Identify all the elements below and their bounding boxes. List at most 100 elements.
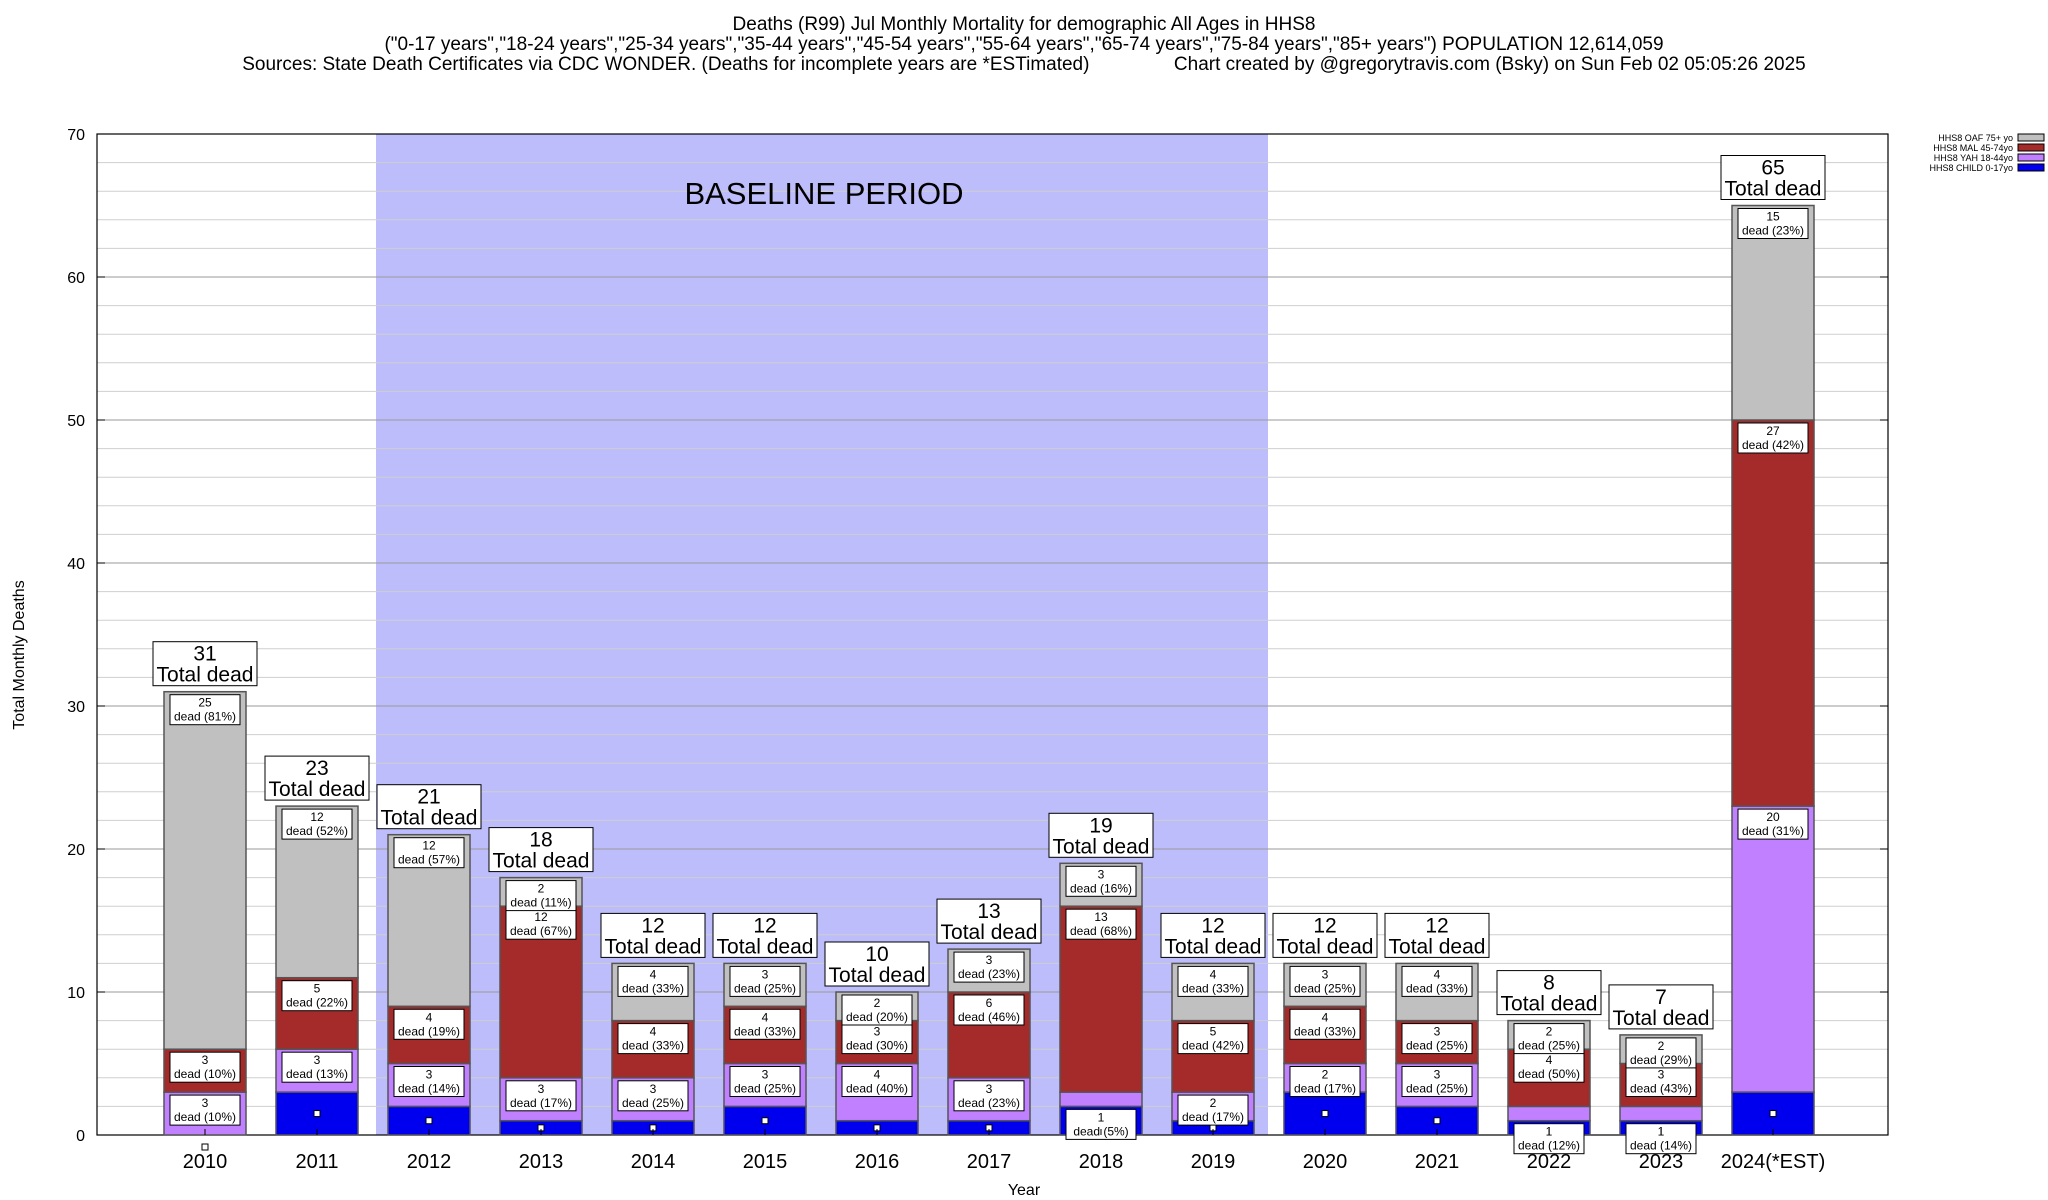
legend-label: HHS8 OAF 75+ yo bbox=[1938, 133, 2013, 143]
segment-label-pct: dead (23%) bbox=[958, 967, 1020, 981]
total-label-box bbox=[152, 641, 258, 687]
total-value-label: 65 bbox=[1761, 157, 1784, 180]
x-axis-title: Year bbox=[1007, 1182, 1041, 1199]
total-label-box bbox=[1160, 912, 1266, 958]
segment-label-pct: dead (33%) bbox=[734, 1024, 796, 1038]
total-label-box bbox=[1496, 970, 1602, 1016]
segment-label-box bbox=[1625, 1037, 1697, 1069]
segment-label-box bbox=[281, 980, 353, 1012]
segment-label-pct: dead (33%) bbox=[1294, 1024, 1356, 1038]
segment-label-box bbox=[841, 1066, 913, 1097]
total-value-label: 21 bbox=[417, 786, 440, 809]
segment-label-count: 3 bbox=[986, 1082, 993, 1096]
segment-label-count: 25 bbox=[198, 696, 212, 710]
segment-label-pct: dead (25%) bbox=[1406, 1082, 1468, 1096]
segment-label-count: 12 bbox=[310, 810, 324, 824]
bar-segment bbox=[1619, 1105, 1703, 1122]
segment-label-pct: dead (33%) bbox=[1182, 981, 1244, 995]
segment-label-count: 4 bbox=[874, 1068, 881, 1082]
total-suffix-label: Total dead bbox=[1613, 1007, 1710, 1030]
total-suffix-label: Total dead bbox=[941, 921, 1038, 944]
segment-label-pct: dead (23%) bbox=[1742, 224, 1804, 238]
segment-label-pct: dead (11%) bbox=[510, 896, 571, 910]
segment-label-pct: dead (67%) bbox=[510, 924, 572, 938]
segment-label-box bbox=[393, 837, 465, 869]
segment-label-count: 3 bbox=[874, 1025, 881, 1039]
total-value-label: 12 bbox=[1313, 914, 1336, 937]
x-tick-label: 2023 bbox=[1639, 1151, 1684, 1173]
segment-label-pct: dead (25%) bbox=[622, 1096, 684, 1110]
total-label-box bbox=[712, 912, 818, 958]
total-suffix-label: Total dead bbox=[1725, 178, 1822, 201]
x-tick-label: 2018 bbox=[1079, 1151, 1124, 1173]
segment-label-count: 5 bbox=[1210, 1025, 1217, 1039]
segment-label-count: 3 bbox=[538, 1082, 545, 1096]
total-suffix-label: Total dead bbox=[493, 850, 590, 873]
segment-label-box bbox=[1177, 965, 1249, 997]
segment-label-count: 4 bbox=[650, 1025, 657, 1039]
segment-label-box bbox=[953, 1080, 1025, 1112]
segment-label-count: 3 bbox=[1434, 1025, 1441, 1039]
segment-label-box bbox=[1401, 965, 1473, 997]
segment-label-pct: dead (46%) bbox=[958, 1010, 1020, 1024]
segment-label-count: 3 bbox=[314, 1053, 321, 1067]
segment-label-pct: dead (23%) bbox=[958, 1096, 1020, 1110]
x-tick-label: 2011 bbox=[295, 1151, 338, 1173]
x-tick-label: 2010 bbox=[183, 1151, 228, 1173]
segment-label-box bbox=[1401, 1023, 1473, 1055]
segment-label-count: 2 bbox=[1210, 1096, 1217, 1110]
segment-label-pct: dead (17%) bbox=[1294, 1082, 1356, 1096]
segment-label-box bbox=[393, 1008, 465, 1040]
segment-label-pct: dead (33%) bbox=[622, 981, 684, 995]
total-value-label: 12 bbox=[1201, 914, 1224, 937]
segment-label-box bbox=[1513, 1123, 1585, 1155]
segment-label-count: 15 bbox=[1766, 210, 1780, 224]
x-tick-label: 2021 bbox=[1415, 1151, 1460, 1173]
segment-label-box bbox=[281, 808, 353, 840]
legend-swatch bbox=[2017, 153, 2045, 162]
legend-label: HHS8 MAL 45-74yo bbox=[1933, 143, 2013, 153]
segment-label-box bbox=[281, 1051, 353, 1083]
chart-subtitle-sources: Sources: State Death Certificates via CD… bbox=[242, 54, 1806, 75]
segment-label-box bbox=[1737, 808, 1809, 840]
total-suffix-label: Total dead bbox=[1277, 935, 1374, 958]
segment-label-pct: dead (68%) bbox=[1070, 924, 1132, 938]
segment-label-count: 3 bbox=[426, 1068, 433, 1082]
x-tick-label: 2016 bbox=[855, 1151, 900, 1173]
segment-label-count: 2 bbox=[1658, 1039, 1665, 1053]
segment-label-pct: dead (25%) bbox=[734, 1082, 796, 1096]
segment-label-pct: dead (25%) bbox=[1294, 981, 1356, 995]
total-label-box bbox=[824, 941, 930, 987]
segment-label-pct: dead (43%) bbox=[1630, 1082, 1692, 1096]
segment-label-pct: dead (16%) bbox=[1070, 881, 1132, 895]
bar-marker bbox=[201, 1143, 209, 1151]
segment-label-count: 12 bbox=[534, 910, 548, 924]
y-tick-label: 10 bbox=[67, 985, 85, 1002]
segment-label-pct: dead (22%) bbox=[286, 996, 348, 1010]
total-value-label: 19 bbox=[1089, 814, 1112, 837]
segment-label-box bbox=[1289, 965, 1361, 997]
segment-label-pct: dead (19%) bbox=[398, 1024, 460, 1038]
segment-label-pct: dead (42%) bbox=[1742, 438, 1804, 452]
segment-label-count: 27 bbox=[1766, 424, 1780, 438]
segment-label-box bbox=[1513, 1023, 1585, 1055]
segment-label-pct: dead (17%) bbox=[1182, 1110, 1244, 1124]
segment-label-count: 20 bbox=[1766, 810, 1780, 824]
total-suffix-label: Total dead bbox=[829, 964, 926, 987]
segment-label-pct: dead (40%) bbox=[846, 1082, 908, 1096]
segment-label-pct: dead (14%) bbox=[1630, 1139, 1692, 1153]
segment-label-pct: dead (52%) bbox=[286, 824, 348, 838]
bar-marker bbox=[1769, 1110, 1777, 1118]
segment-label-box bbox=[1737, 422, 1809, 454]
bar-marker bbox=[1321, 1110, 1329, 1118]
segment-label-box bbox=[953, 951, 1025, 983]
segment-label-count: 3 bbox=[1322, 967, 1329, 981]
bar-segment bbox=[1283, 1091, 1367, 1136]
segment-label-box bbox=[505, 880, 577, 912]
segment-label-count: 2 bbox=[538, 882, 545, 896]
segment-label-count: 3 bbox=[1434, 1068, 1441, 1082]
segment-label-pct: dead (12%) bbox=[1518, 1139, 1580, 1153]
segment-label-box bbox=[617, 965, 689, 997]
total-label-box bbox=[1608, 984, 1714, 1030]
bar-marker bbox=[761, 1117, 769, 1125]
